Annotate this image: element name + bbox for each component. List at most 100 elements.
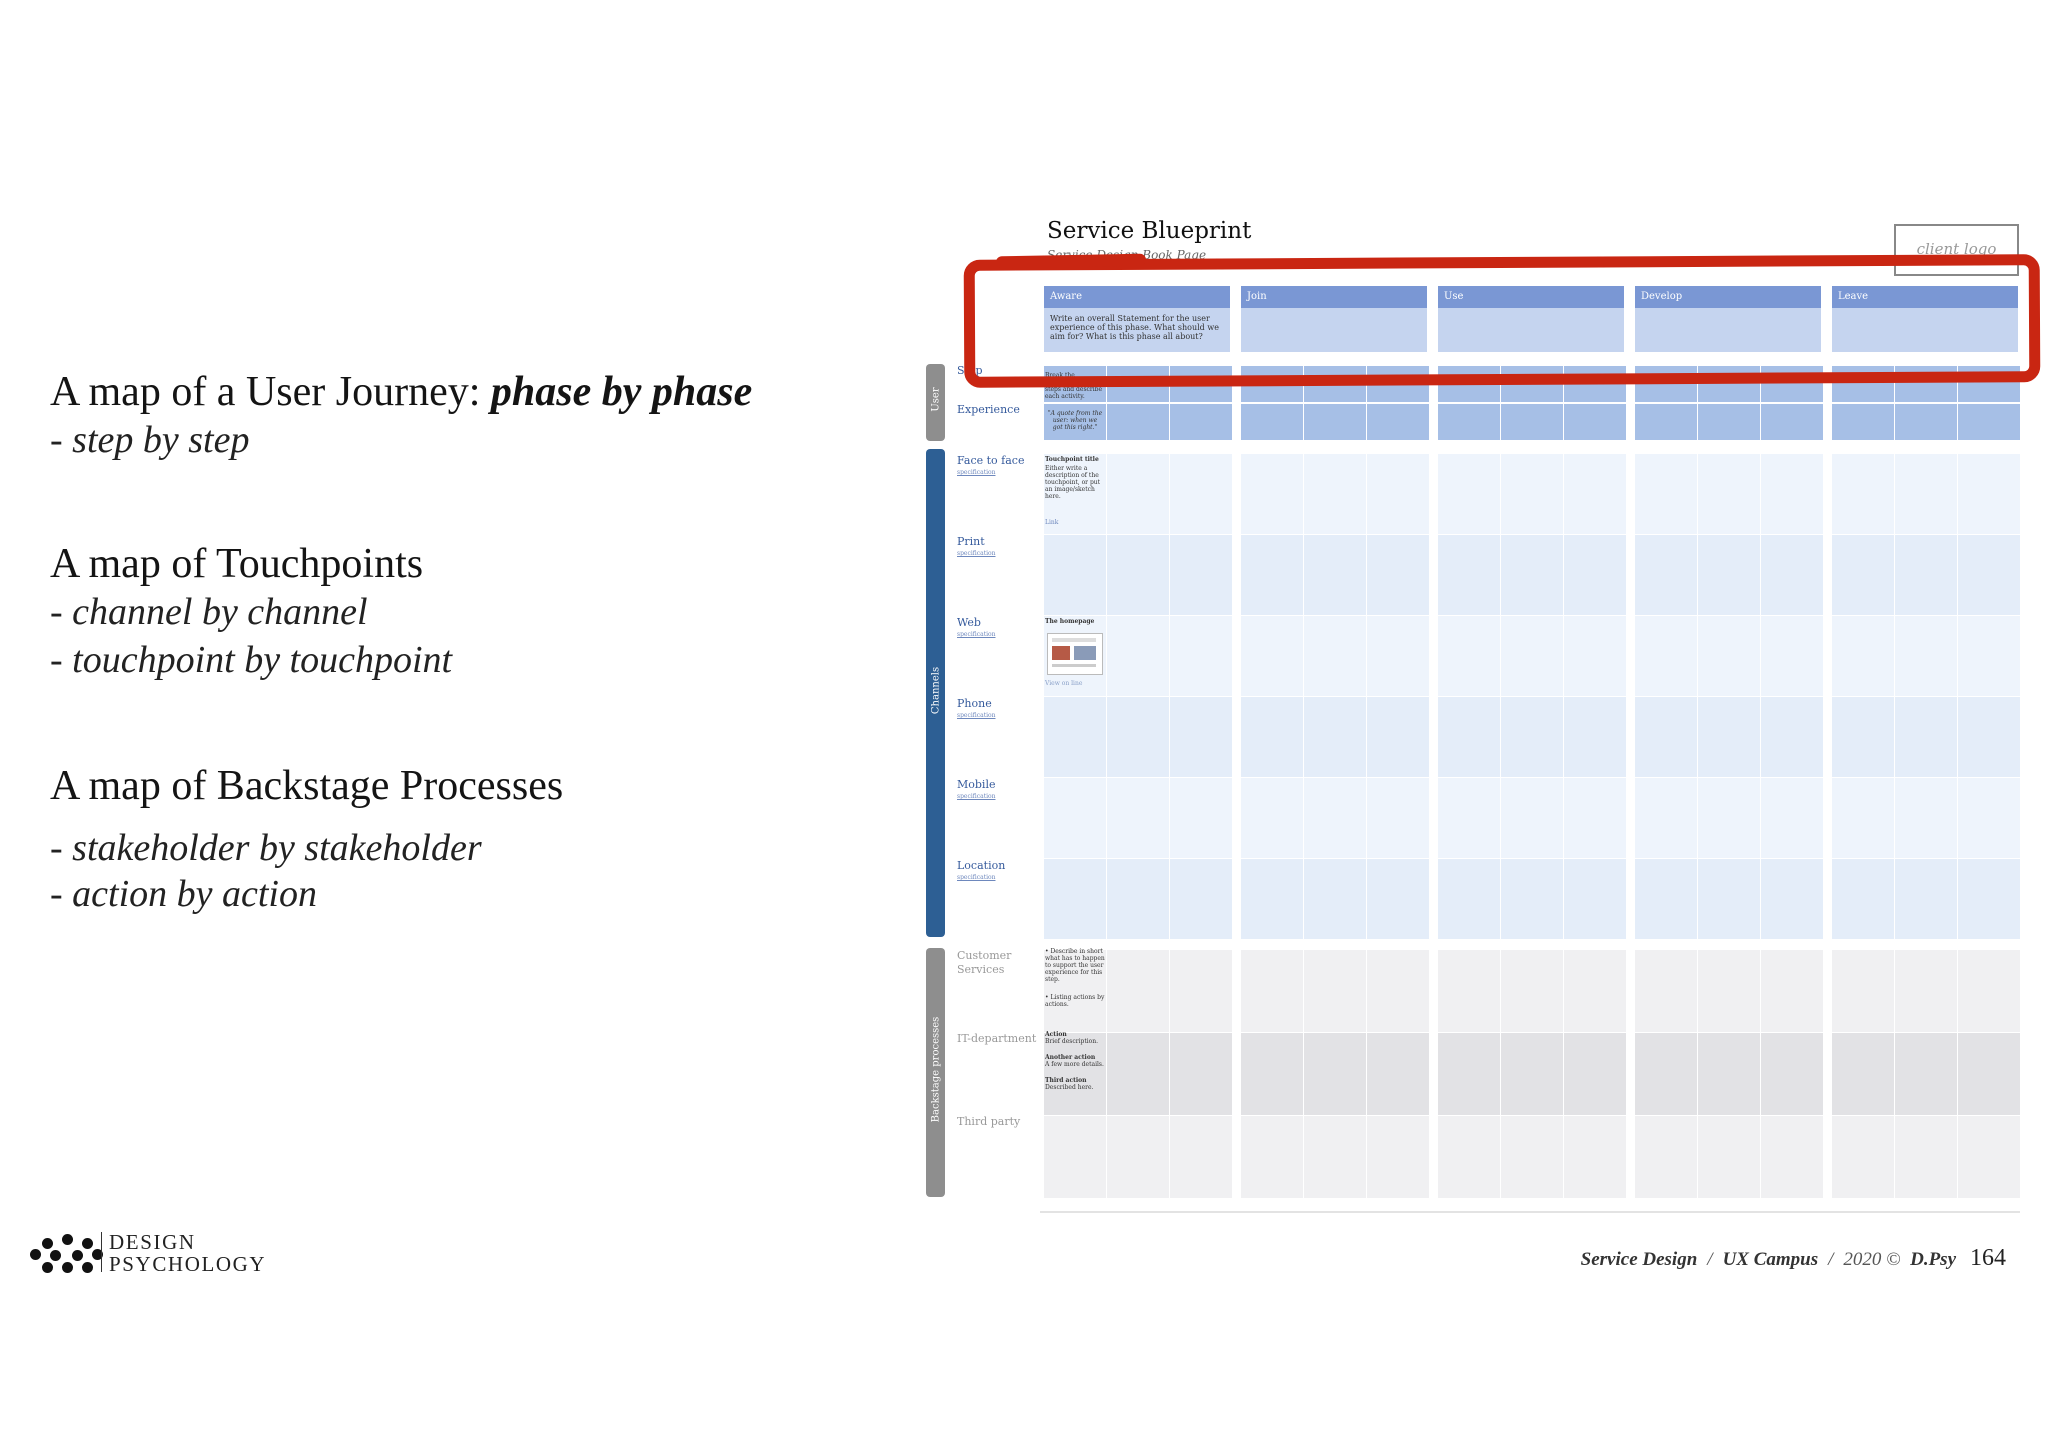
grid-cell: [1635, 1116, 1697, 1198]
grid-cell: [1698, 404, 1760, 440]
grid-cell: [1501, 778, 1563, 858]
grid-cell: [1635, 778, 1697, 858]
logo-line-1: DESIGN: [109, 1230, 196, 1254]
grid-cell: [1501, 950, 1563, 1032]
grid-cell: [1107, 535, 1169, 615]
design-psychology-logo: DESIGN PSYCHOLOGY: [28, 1228, 273, 1276]
touchpoint-link: Link: [1045, 519, 1059, 526]
row-spec-face-to-face: specification: [957, 469, 996, 476]
phase-header-2: Use: [1438, 286, 1624, 308]
grid-cell: [1107, 1116, 1169, 1198]
grid-cell: [1761, 454, 1823, 534]
user-group-bar: User: [926, 364, 945, 441]
grid-cell: [1761, 366, 1823, 402]
experience-quote: "A quote from the user: when we got this…: [1047, 410, 1103, 431]
footer-campus: UX Campus: [1722, 1249, 1819, 1270]
blueprint-subtitle: Service Design Book Page: [1047, 248, 1207, 262]
grid-cell: [1698, 859, 1760, 939]
grid-cell: [1438, 454, 1500, 534]
it-action-1: Action Brief description.: [1045, 1031, 1099, 1045]
grid-cell: [1438, 404, 1500, 440]
customer-services-text-1: • Describe in short what has to happen t…: [1045, 948, 1105, 983]
grid-cell: [1107, 454, 1169, 534]
grid-cell: [1367, 1033, 1429, 1115]
grid-cell: [1832, 1033, 1894, 1115]
grid-cell: [1438, 950, 1500, 1032]
grid-cell: [1501, 1033, 1563, 1115]
backstage-group-label: Backstage processes: [930, 1016, 942, 1123]
grid-cell: [1564, 950, 1626, 1032]
web-view-link: View on line: [1045, 680, 1083, 687]
grid-cell: [1832, 535, 1894, 615]
grid-cell: [1170, 366, 1232, 402]
grid-cell: [1895, 404, 1957, 440]
grid-cell: [1501, 1116, 1563, 1198]
grid-cell: [1958, 404, 2020, 440]
grid-cell: [1832, 950, 1894, 1032]
it-action-3: Third action Described here.: [1045, 1077, 1094, 1091]
grid-cell: [1367, 859, 1429, 939]
row-label-customer-services: Customer Services: [957, 949, 1012, 976]
grid-cell: [1438, 535, 1500, 615]
grid-cell: [1895, 535, 1957, 615]
grid-cell: [1958, 859, 2020, 939]
grid-cell: [1832, 1116, 1894, 1198]
grid-cell: [1958, 778, 2020, 858]
grid-cell: [1107, 697, 1169, 777]
grid-cell: [1044, 859, 1106, 939]
grid-cell: [1241, 950, 1303, 1032]
section-backstage-title: A map of Backstage Processes: [50, 763, 564, 809]
grid-cell: [1044, 535, 1106, 615]
grid-cell: [1367, 535, 1429, 615]
grid-cell: [1241, 1033, 1303, 1115]
channels-group-bar: Channels: [926, 449, 945, 937]
grid-cell: [1895, 1116, 1957, 1198]
grid-cell: [1438, 859, 1500, 939]
grid-cell: [1438, 697, 1500, 777]
grid-cell: [1438, 616, 1500, 696]
grid-cell: [1958, 616, 2020, 696]
grid-cell: [1635, 616, 1697, 696]
grid-cell: [1958, 950, 2020, 1032]
grid-cell: [1170, 1033, 1232, 1115]
row-label-step: Step: [957, 364, 983, 377]
grid-cell: [1170, 616, 1232, 696]
grid-cell: [1170, 950, 1232, 1032]
grid-cell: [1044, 778, 1106, 858]
client-logo-box: client logo: [1894, 224, 2019, 276]
grid-cell: [1635, 366, 1697, 402]
grid-cell: [1635, 1033, 1697, 1115]
grid-cell: [1107, 778, 1169, 858]
grid-cell: [1241, 366, 1303, 402]
grid-cell: [1107, 366, 1169, 402]
grid-cell: [1698, 1116, 1760, 1198]
grid-cell: [1895, 697, 1957, 777]
grid-cell: [1304, 778, 1366, 858]
grid-cell: [1241, 404, 1303, 440]
grid-cell: [1635, 404, 1697, 440]
it-action-2: Another action A few more details.: [1045, 1054, 1104, 1068]
grid-cell: [1241, 778, 1303, 858]
grid-cell: [1698, 454, 1760, 534]
phase-header-0: Aware: [1044, 286, 1230, 308]
grid-cell: [1564, 535, 1626, 615]
grid-cell: [1832, 366, 1894, 402]
grid-cell: [1304, 404, 1366, 440]
footer-separator: /: [1707, 1249, 1713, 1270]
grid-cell: [1304, 697, 1366, 777]
section-user-journey-title: A map of a User Journey: phase by phase: [50, 368, 752, 416]
grid-cell: [1564, 404, 1626, 440]
grid-cell: [1044, 1116, 1106, 1198]
grid-cell: [1304, 535, 1366, 615]
grid-cell: [1958, 535, 2020, 615]
grid-cell: [1895, 366, 1957, 402]
grid-cell: [1761, 535, 1823, 615]
channels-group-label: Channels: [930, 666, 942, 715]
grid-cell: [1367, 697, 1429, 777]
footer-separator: /: [1828, 1249, 1834, 1270]
grid-cell: [1501, 859, 1563, 939]
grid-cell: [1564, 454, 1626, 534]
grid-cell: [1170, 697, 1232, 777]
grid-cell: [1438, 778, 1500, 858]
grid-cell: [1761, 778, 1823, 858]
